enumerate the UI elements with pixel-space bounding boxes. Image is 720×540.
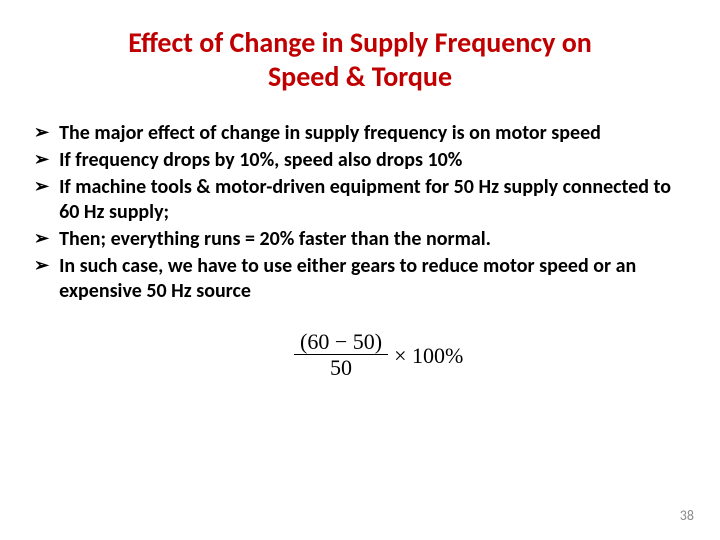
bullet-arrow-icon: ➢ <box>34 254 49 277</box>
list-item: ➢ The major effect of change in supply f… <box>34 121 690 146</box>
bullet-arrow-icon: ➢ <box>34 121 49 144</box>
title-line-2: Speed & Torque <box>30 60 690 94</box>
formula-overlay: (60 − 50) 50 × 100% <box>294 330 463 382</box>
slide-root: Effect of Change in Supply Frequency on … <box>0 0 720 540</box>
list-item: ➢ Then; everything runs = 20% faster tha… <box>34 227 690 252</box>
bullet-text: If frequency drops by 10%, speed also dr… <box>59 148 690 173</box>
bullet-text: In such case, we have to use either gear… <box>59 254 690 304</box>
fraction-denominator: 50 <box>324 355 358 381</box>
page-number: 38 <box>680 507 694 524</box>
bullet-arrow-icon: ➢ <box>34 227 49 250</box>
list-item: ➢ In such case, we have to use either ge… <box>34 254 690 304</box>
bullet-list: ➢ The major effect of change in supply f… <box>30 121 690 304</box>
list-item: ➢ If frequency drops by 10%, speed also … <box>34 148 690 173</box>
fraction: (60 − 50) 50 <box>294 330 388 382</box>
slide-title: Effect of Change in Supply Frequency on … <box>30 26 690 93</box>
bullet-text: Then; everything runs = 20% faster than … <box>59 227 690 252</box>
list-item: ➢ If machine tools & motor-driven equipm… <box>34 175 690 225</box>
formula-tail: × 100% <box>394 343 463 369</box>
bullet-text: The major effect of change in supply fre… <box>59 121 690 146</box>
bullet-arrow-icon: ➢ <box>34 148 49 171</box>
title-line-1: Effect of Change in Supply Frequency on <box>30 26 690 60</box>
fraction-numerator: (60 − 50) <box>294 330 388 355</box>
bullet-text: If machine tools & motor-driven equipmen… <box>59 175 690 225</box>
bullet-arrow-icon: ➢ <box>34 175 49 198</box>
